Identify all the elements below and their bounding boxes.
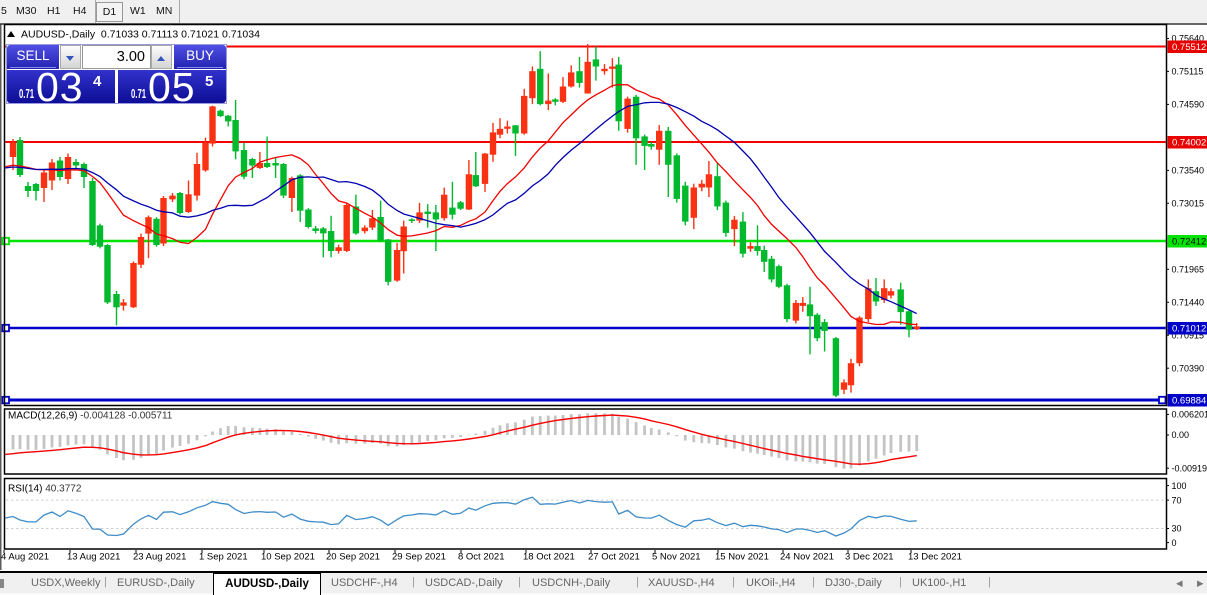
svg-text:0.75115: 0.75115 (1172, 67, 1204, 77)
svg-text:1 Sep 2021: 1 Sep 2021 (199, 552, 248, 563)
svg-text:23 Aug 2021: 23 Aug 2021 (133, 552, 186, 563)
svg-text:0.71440: 0.71440 (1172, 298, 1205, 308)
svg-text:0: 0 (1172, 538, 1177, 548)
svg-text:0.73015: 0.73015 (1172, 199, 1205, 209)
svg-text:13 Dec 2021: 13 Dec 2021 (908, 552, 962, 563)
svg-text:0.71965: 0.71965 (1172, 265, 1205, 275)
svg-text:29 Sep 2021: 29 Sep 2021 (392, 552, 446, 563)
svg-text:10 Sep 2021: 10 Sep 2021 (261, 552, 315, 563)
svg-text:4 Aug 2021: 4 Aug 2021 (1, 552, 49, 563)
svg-text:0.006201: 0.006201 (1172, 410, 1207, 420)
svg-text:27 Oct 2021: 27 Oct 2021 (588, 552, 640, 563)
svg-text:3 Dec 2021: 3 Dec 2021 (845, 552, 894, 563)
svg-text:30: 30 (1172, 524, 1182, 534)
svg-text:0.74002: 0.74002 (1172, 138, 1206, 149)
svg-text:0.75640: 0.75640 (1172, 34, 1205, 44)
svg-text:0.72412: 0.72412 (1172, 237, 1206, 248)
svg-text:8 Oct 2021: 8 Oct 2021 (458, 552, 504, 563)
svg-text:RSI(14) 40.3772: RSI(14) 40.3772 (8, 484, 82, 495)
svg-text:100: 100 (1172, 481, 1187, 491)
svg-text:-0.009197: -0.009197 (1172, 463, 1207, 473)
svg-text:0.70390: 0.70390 (1172, 363, 1205, 373)
svg-text:13 Aug 2021: 13 Aug 2021 (67, 552, 120, 563)
svg-text:0.73540: 0.73540 (1172, 166, 1205, 176)
svg-text:20 Sep 2021: 20 Sep 2021 (326, 552, 380, 563)
svg-text:0.69884: 0.69884 (1172, 396, 1206, 407)
svg-text:0.74590: 0.74590 (1172, 100, 1205, 110)
svg-text:15 Nov 2021: 15 Nov 2021 (715, 552, 769, 563)
svg-text:0.70915: 0.70915 (1172, 330, 1205, 340)
svg-text:70: 70 (1172, 495, 1182, 505)
svg-text:MACD(12,26,9) -0.004128 -0.005: MACD(12,26,9) -0.004128 -0.005711 (8, 411, 173, 422)
svg-text:0.71012: 0.71012 (1172, 324, 1206, 335)
svg-text:5 Nov 2021: 5 Nov 2021 (652, 552, 701, 563)
svg-text:0.75512: 0.75512 (1172, 42, 1206, 53)
svg-text:0.00: 0.00 (1172, 430, 1190, 440)
svg-text:24 Nov 2021: 24 Nov 2021 (780, 552, 834, 563)
svg-text:AUDUSD-,Daily 0.71033 0.71113: AUDUSD-,Daily 0.71033 0.71113 0.71021 0.… (21, 29, 260, 41)
svg-text:18 Oct 2021: 18 Oct 2021 (523, 552, 575, 563)
